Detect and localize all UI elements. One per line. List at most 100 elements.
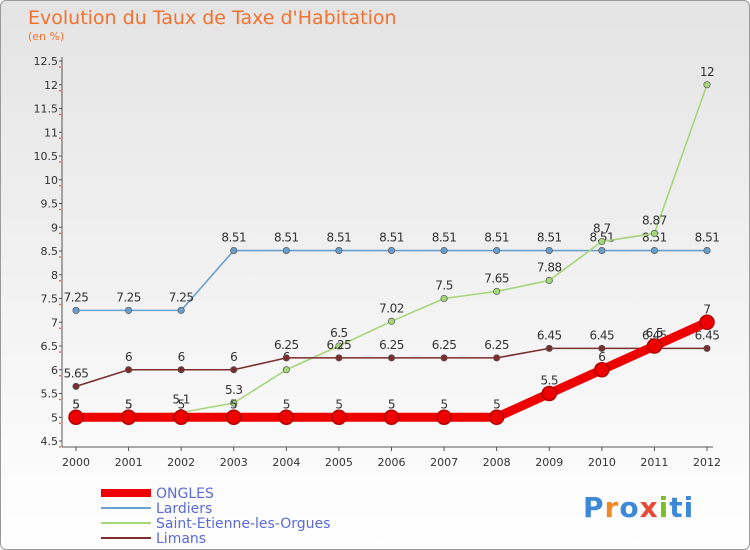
data-point bbox=[282, 366, 290, 374]
y-tick-label: 6 bbox=[51, 364, 58, 377]
y-tick-label: 12.5 bbox=[34, 55, 59, 68]
y-minor-dot bbox=[59, 89, 61, 92]
x-tick-label: 2001 bbox=[115, 456, 143, 469]
data-label: 8.7 bbox=[593, 222, 611, 236]
data-label: 6 bbox=[230, 350, 237, 364]
data-point bbox=[488, 409, 505, 425]
data-point bbox=[440, 294, 448, 303]
y-tick-label: 10.5 bbox=[34, 150, 59, 163]
x-tick-label: 2002 bbox=[167, 456, 195, 469]
data-point bbox=[545, 276, 553, 285]
data-label: 7.5 bbox=[435, 279, 453, 293]
y-minor-dot bbox=[59, 327, 61, 330]
data-point bbox=[278, 409, 295, 425]
y-minor-dot bbox=[59, 208, 61, 211]
y-minor-dot bbox=[59, 351, 61, 353]
data-point bbox=[493, 354, 501, 362]
data-point bbox=[335, 246, 343, 255]
data-label: 6.25 bbox=[327, 338, 352, 352]
y-tick-label: 8.5 bbox=[41, 245, 59, 258]
data-point bbox=[440, 246, 448, 255]
data-point bbox=[598, 344, 606, 352]
x-tick-label: 2000 bbox=[62, 456, 90, 469]
y-tick-label: 4.5 bbox=[41, 435, 59, 448]
data-point bbox=[440, 354, 448, 362]
x-tick-label: 2011 bbox=[640, 456, 668, 469]
data-point bbox=[594, 362, 610, 378]
data-label: 5.3 bbox=[225, 383, 243, 397]
data-label: 6.45 bbox=[537, 328, 562, 342]
data-point bbox=[545, 246, 553, 255]
data-point bbox=[493, 287, 501, 295]
data-label: 5 bbox=[283, 397, 290, 411]
data-label: 6 bbox=[598, 350, 605, 364]
data-point bbox=[493, 246, 501, 255]
data-point bbox=[383, 409, 400, 425]
x-tick-label: 2009 bbox=[535, 456, 563, 469]
y-tick-label: 11 bbox=[44, 126, 58, 139]
data-label: 5 bbox=[72, 397, 79, 411]
data-point bbox=[703, 344, 711, 352]
data-point bbox=[650, 229, 658, 237]
data-point bbox=[545, 344, 553, 352]
data-label: 8.51 bbox=[695, 231, 720, 245]
y-minor-dot bbox=[59, 66, 61, 68]
x-tick-label: 2012 bbox=[693, 456, 721, 469]
y-tick-label: 10 bbox=[44, 174, 58, 187]
y-minor-dot bbox=[59, 137, 61, 140]
y-minor-dot bbox=[59, 398, 61, 401]
data-point bbox=[541, 385, 557, 402]
y-tick-label: 11.5 bbox=[34, 103, 59, 116]
y-minor-dot bbox=[59, 303, 61, 306]
data-point bbox=[436, 409, 452, 425]
data-point bbox=[331, 409, 347, 425]
y-tick-label: 5 bbox=[51, 411, 58, 424]
y-tick-label: 9 bbox=[51, 221, 58, 234]
x-tick-label: 2004 bbox=[272, 456, 300, 469]
data-point bbox=[387, 317, 396, 325]
chart-title: Evolution du Taux de Taxe d'Habitation bbox=[28, 7, 397, 29]
data-point bbox=[173, 409, 189, 425]
data-label: 5.1 bbox=[172, 393, 190, 407]
data-point bbox=[703, 81, 711, 89]
data-label: 5 bbox=[178, 397, 185, 411]
data-label: 5 bbox=[493, 397, 500, 411]
data-point bbox=[72, 306, 80, 314]
data-label: 7.88 bbox=[537, 260, 562, 274]
data-point bbox=[699, 314, 715, 330]
y-tick-label: 12 bbox=[44, 79, 58, 92]
y-tick-label: 7 bbox=[51, 316, 58, 329]
data-label: 5.65 bbox=[64, 366, 89, 380]
y-tick-label: 5.5 bbox=[41, 388, 59, 401]
y-tick-label: 9.5 bbox=[41, 198, 59, 211]
x-tick-label: 2010 bbox=[588, 456, 616, 469]
data-label: 7.02 bbox=[379, 301, 404, 315]
legend-label: Limans bbox=[156, 531, 206, 547]
data-label: 8.51 bbox=[379, 231, 404, 245]
data-point bbox=[387, 246, 396, 255]
data-label: 7.25 bbox=[169, 290, 194, 304]
data-label: 5 bbox=[441, 397, 448, 411]
data-label: 8.51 bbox=[221, 231, 246, 245]
data-point bbox=[125, 366, 133, 374]
y-minor-dot bbox=[59, 184, 61, 187]
legend-label: ONGLES bbox=[156, 486, 214, 502]
data-label: 6.5 bbox=[646, 326, 664, 340]
x-tick-label: 2008 bbox=[483, 456, 511, 469]
y-minor-dot bbox=[59, 113, 61, 116]
data-label: 8.51 bbox=[432, 231, 457, 245]
data-point bbox=[230, 399, 238, 407]
data-label: 5 bbox=[388, 397, 395, 411]
data-label: 5 bbox=[72, 397, 79, 411]
data-label: 6.25 bbox=[379, 338, 404, 352]
data-label: 6.45 bbox=[695, 328, 720, 342]
data-point bbox=[387, 354, 396, 362]
data-point bbox=[335, 342, 343, 350]
data-point bbox=[282, 246, 290, 255]
data-point bbox=[125, 306, 133, 314]
legend-label: Lardiers bbox=[156, 501, 212, 517]
data-point bbox=[282, 354, 290, 362]
data-point bbox=[120, 409, 137, 425]
